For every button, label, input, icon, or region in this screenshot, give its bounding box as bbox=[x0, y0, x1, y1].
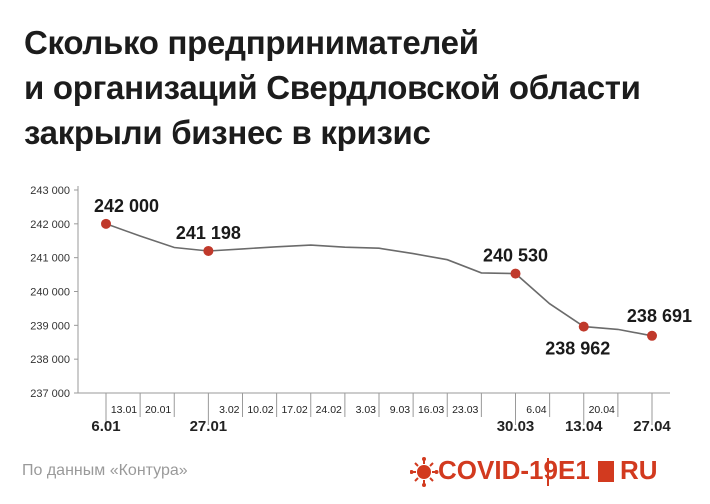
e1-flag-icon bbox=[598, 461, 614, 482]
data-point bbox=[101, 218, 111, 229]
title-line: Сколько предпринимателей bbox=[24, 24, 479, 61]
virus-icon bbox=[410, 457, 439, 487]
x-tick-label: 3.03 bbox=[356, 404, 377, 416]
y-tick-label: 240 000 bbox=[30, 287, 70, 299]
x-tick-label: 20.01 bbox=[145, 404, 171, 416]
title-line: закрыли бизнес в кризис bbox=[24, 114, 431, 151]
brand-logos: COVID-19 E1 RU bbox=[410, 452, 695, 492]
x-tick-label: 9.03 bbox=[390, 404, 411, 416]
y-tick-label: 239 000 bbox=[30, 320, 70, 332]
y-tick-label: 237 000 bbox=[30, 388, 70, 400]
e1-logo-text: E1 bbox=[558, 455, 590, 485]
source-note: По данным «Контура» bbox=[22, 462, 188, 479]
x-tick-label: 13.04 bbox=[565, 418, 603, 435]
data-label: 238 691 bbox=[627, 306, 692, 326]
title-line: и организаций Свердловской области bbox=[24, 69, 641, 106]
data-label: 238 962 bbox=[545, 339, 610, 359]
y-tick-label: 243 000 bbox=[30, 185, 70, 197]
x-tick-label: 6.04 bbox=[526, 404, 547, 416]
series-line bbox=[105, 223, 653, 337]
data-point bbox=[203, 245, 214, 256]
data-label: 241 198 bbox=[176, 223, 241, 243]
y-tick-label: 238 000 bbox=[30, 354, 70, 366]
x-tick-label: 17.02 bbox=[281, 404, 307, 416]
x-tick-label: 27.01 bbox=[190, 418, 228, 435]
chart-title: Сколько предпринимателей и организаций С… bbox=[24, 20, 704, 155]
brand-divider bbox=[547, 458, 549, 486]
x-tick-label: 23.03 bbox=[452, 404, 478, 416]
y-tick-label: 242 000 bbox=[30, 219, 70, 231]
y-tick-label: 241 000 bbox=[30, 253, 70, 265]
x-tick-label: 16.03 bbox=[418, 404, 444, 416]
x-tick-label: 24.02 bbox=[316, 404, 342, 416]
covid-logo-text: COVID-19 bbox=[438, 455, 558, 485]
data-point bbox=[578, 321, 589, 332]
data-label: 242 000 bbox=[94, 196, 159, 216]
ru-logo-text: RU bbox=[620, 455, 658, 485]
x-tick-label: 20.04 bbox=[589, 404, 615, 416]
x-tick-label: 10.02 bbox=[247, 404, 273, 416]
x-tick-label: 13.01 bbox=[111, 404, 137, 416]
data-point bbox=[647, 330, 657, 341]
x-tick-label: 30.03 bbox=[497, 418, 535, 435]
data-point bbox=[510, 268, 521, 279]
x-tick-label: 6.01 bbox=[91, 418, 120, 435]
x-tick-label: 27.04 bbox=[633, 418, 671, 435]
data-label: 240 530 bbox=[483, 246, 548, 266]
x-tick-label: 3.02 bbox=[219, 404, 240, 416]
